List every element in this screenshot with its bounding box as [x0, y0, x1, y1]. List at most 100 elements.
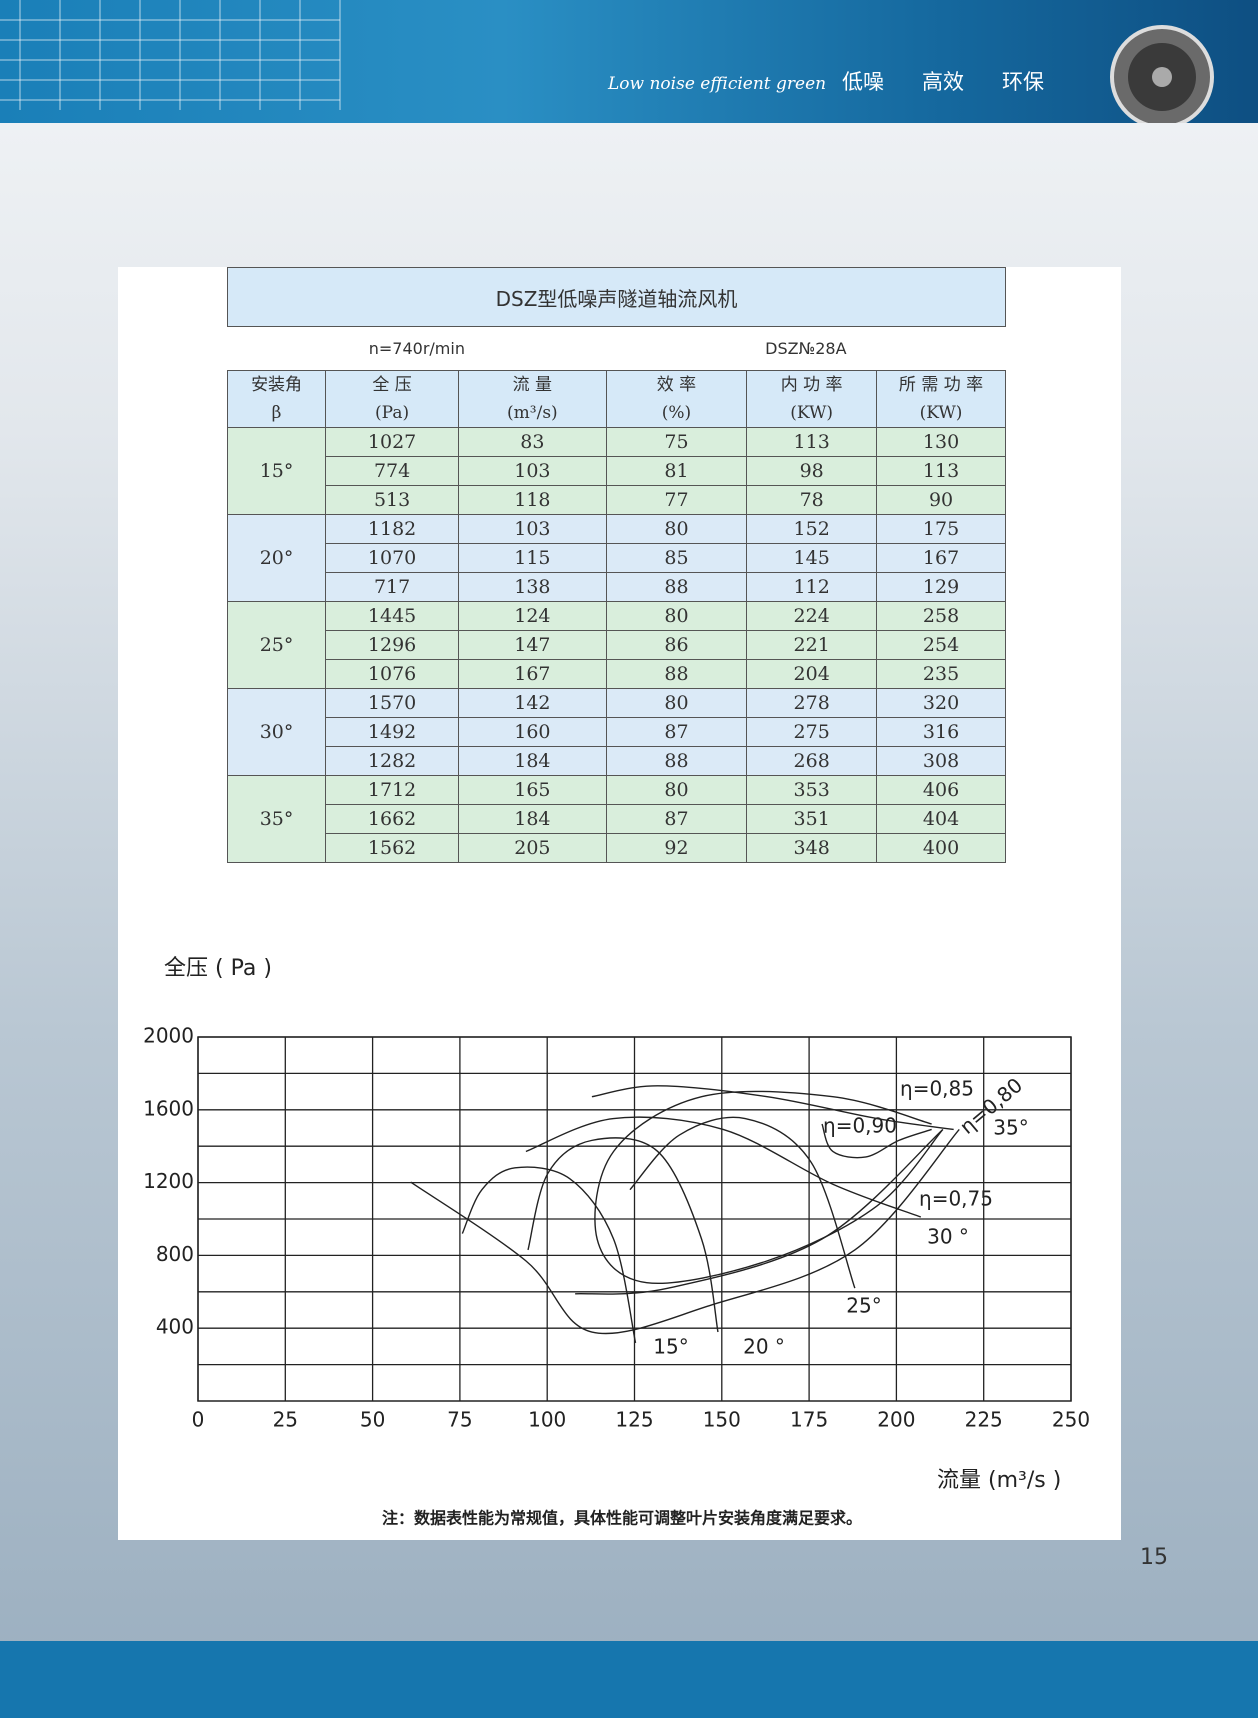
data-table: DSZ型低噪声隧道轴流风机 n=740r/min DSZ№28A 安装角 β 全 压(… — [226, 267, 1006, 863]
table-cell: 1076 — [325, 659, 460, 689]
curve-label: 25° — [846, 1294, 881, 1318]
table-cell: 221 — [746, 630, 878, 660]
column-header-line: (KW) — [919, 403, 963, 423]
table-cell: 118 — [458, 485, 607, 515]
table-cell: 98 — [746, 456, 878, 486]
table-cell: 88 — [605, 659, 748, 689]
curve-label: 30 ° — [927, 1225, 969, 1249]
table-cell: 138 — [458, 572, 607, 602]
table-cell: 184 — [458, 746, 607, 776]
x-tick-label: 0 — [192, 1408, 205, 1432]
speed: n=740r/min — [227, 326, 607, 371]
table-row: 1562 205 92 348 400 — [228, 833, 1006, 863]
table-cell: 167 — [876, 543, 1006, 573]
curve — [591, 1085, 954, 1131]
header-word: 环保 — [1002, 70, 1044, 94]
x-tick-label: 50 — [360, 1408, 385, 1432]
table-cell: 113 — [746, 427, 878, 457]
column-header: 安装角 β — [226, 370, 327, 428]
table-cell: 205 — [458, 833, 607, 863]
table-cell: 513 — [325, 485, 460, 515]
table-row: 35° 1712 165 80 353 406 — [226, 775, 1006, 863]
x-tick-label: 250 — [1052, 1408, 1090, 1432]
table-cell: 1070 — [325, 543, 460, 573]
table-cell: 268 — [746, 746, 878, 776]
curve — [461, 1166, 637, 1344]
header-decor: Low noise efficient green 低噪 高效 环保 — [0, 0, 1214, 129]
table-cell: 77 — [605, 485, 748, 515]
table-cell: 103 — [458, 514, 607, 544]
table-cell: 1662 — [325, 804, 460, 834]
table-cell: 204 — [746, 659, 878, 689]
table-cell: 167 — [458, 659, 607, 689]
x-tick-label: 125 — [615, 1408, 653, 1432]
table-row: 1492 160 87 275 316 — [228, 717, 1006, 747]
curve-label: 15° — [653, 1335, 688, 1359]
table-row: 1296 147 86 221 254 — [228, 630, 1006, 660]
column-header-line: β — [271, 403, 282, 423]
table-cell: 90 — [876, 485, 1006, 515]
table-cell: 112 — [746, 572, 878, 602]
curve — [525, 1116, 922, 1218]
table-cell: 147 — [458, 630, 607, 660]
table-cell: 175 — [876, 514, 1006, 544]
curve-label: η=0,90 — [823, 1114, 897, 1138]
angle-cell: 20° — [226, 514, 327, 602]
table-cell: 1182 — [325, 514, 460, 544]
table-cell: 774 — [325, 456, 460, 486]
table-cell: 160 — [458, 717, 607, 747]
table-cell: 224 — [746, 601, 878, 631]
y-tick-label: 800 — [156, 1242, 194, 1266]
column-header: 全 压 (Pa) — [325, 370, 460, 428]
header-word: 低噪 — [842, 70, 884, 94]
table-cell: 86 — [605, 630, 748, 660]
angle-cell: 25° — [226, 601, 327, 689]
x-tick-label: 75 — [447, 1408, 472, 1432]
column-header-line: 内 功 率 — [780, 375, 843, 395]
table-cell: 1712 — [325, 775, 460, 805]
table-cell: 88 — [605, 572, 748, 602]
table-cell: 85 — [605, 543, 748, 573]
table-cell: 1570 — [325, 688, 460, 718]
table-cell: 1296 — [325, 630, 460, 660]
table-cell: 87 — [605, 804, 748, 834]
curve — [821, 1123, 932, 1159]
table-row: 1662 184 87 351 404 — [228, 804, 1006, 834]
table-cell: 75 — [605, 427, 748, 457]
table-cell: 320 — [876, 688, 1006, 718]
curve — [410, 1129, 960, 1335]
table-cell: 129 — [876, 572, 1006, 602]
table-cell: 87 — [605, 717, 748, 747]
column-header-line: 流 量 — [512, 375, 553, 395]
column-header-line: 所 需 功 率 — [898, 375, 984, 395]
column-header-line: 安装角 — [251, 375, 303, 395]
note: 注：数据表性能为常规值，具体性能可调整叶片安装角度满足要求。 — [382, 1509, 862, 1528]
y-tick-label: 2000 — [143, 1024, 194, 1048]
curve-label: 20 ° — [743, 1335, 785, 1359]
table-cell: 400 — [876, 833, 1006, 863]
table-cell: 275 — [746, 717, 878, 747]
table-cell: 316 — [876, 717, 1006, 747]
table-cell: 80 — [605, 775, 748, 805]
table-cell: 1562 — [325, 833, 460, 863]
y-axis-label: 全压 ( Pa ) — [164, 956, 272, 981]
curve — [575, 1128, 944, 1295]
curve-label: η=0,75 — [919, 1187, 993, 1211]
curve — [594, 1090, 944, 1284]
table-cell: 145 — [746, 543, 878, 573]
table-cell: 124 — [458, 601, 607, 631]
curve — [527, 1137, 719, 1333]
table-cell: 1027 — [325, 427, 460, 457]
table-cell: 404 — [876, 804, 1006, 834]
x-tick-label: 175 — [790, 1408, 828, 1432]
table-cell: 103 — [458, 456, 607, 486]
table-cell: 258 — [876, 601, 1006, 631]
table-row: 1076 167 88 204 235 — [228, 659, 1006, 689]
table-cell: 1492 — [325, 717, 460, 747]
table-cell: 1445 — [325, 601, 460, 631]
curve-label: η=0,85 — [900, 1077, 974, 1101]
table-cell: 142 — [458, 688, 607, 718]
curve — [629, 1116, 856, 1289]
angle-cell: 15° — [226, 427, 327, 515]
